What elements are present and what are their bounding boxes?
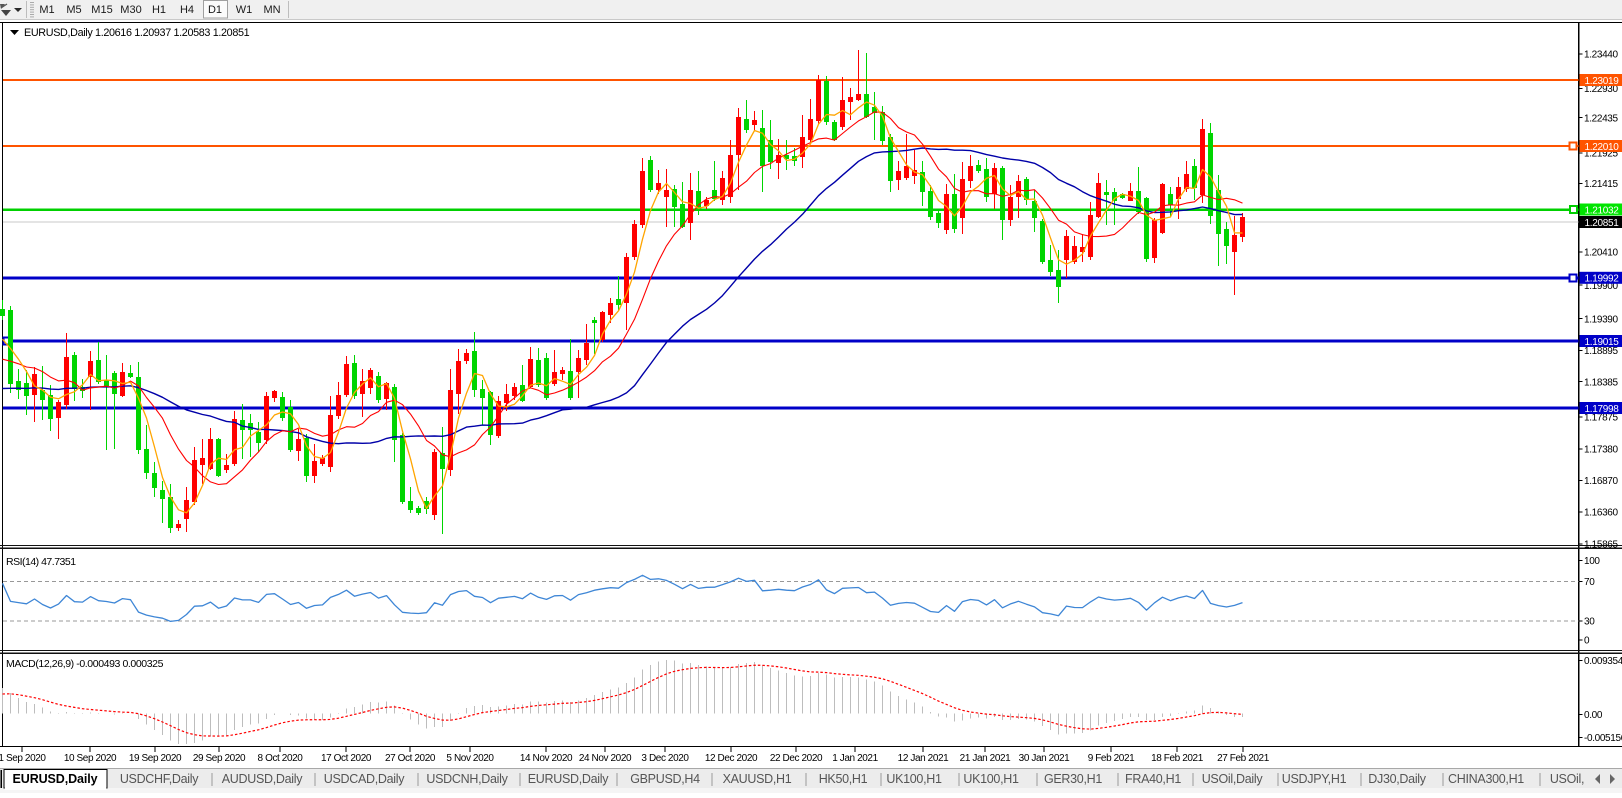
svg-text:HK50,H1: HK50,H1 xyxy=(819,772,868,786)
svg-text:70: 70 xyxy=(1584,577,1595,588)
svg-text:14 Nov 2020: 14 Nov 2020 xyxy=(520,753,573,764)
svg-text:EURUSD,Daily: EURUSD,Daily xyxy=(528,772,609,786)
svg-text:H1: H1 xyxy=(152,4,166,16)
svg-text:1.18385: 1.18385 xyxy=(1584,377,1618,388)
svg-text:27 Feb 2021: 27 Feb 2021 xyxy=(1217,753,1270,764)
svg-text:1 Sep 2020: 1 Sep 2020 xyxy=(0,753,46,764)
svg-text:5 Nov 2020: 5 Nov 2020 xyxy=(446,753,494,764)
svg-text:-0.005156: -0.005156 xyxy=(1584,733,1622,744)
svg-text:USOil,Daily: USOil,Daily xyxy=(1202,772,1264,786)
svg-text:1.22435: 1.22435 xyxy=(1584,113,1618,124)
svg-text:1.22010: 1.22010 xyxy=(1585,142,1620,153)
svg-text:8 Oct 2020: 8 Oct 2020 xyxy=(258,753,304,764)
svg-text:1.19992: 1.19992 xyxy=(1585,274,1620,285)
svg-text:GBPUSD,H4: GBPUSD,H4 xyxy=(630,772,700,786)
svg-text:30: 30 xyxy=(1584,617,1595,628)
svg-text:22 Dec 2020: 22 Dec 2020 xyxy=(770,753,823,764)
svg-text:0.00: 0.00 xyxy=(1584,710,1603,721)
svg-text:1.23440: 1.23440 xyxy=(1584,49,1618,60)
svg-text:100: 100 xyxy=(1584,556,1600,567)
svg-text:FRA40,H1: FRA40,H1 xyxy=(1125,772,1181,786)
svg-text:GER30,H1: GER30,H1 xyxy=(1044,772,1102,786)
svg-text:M15: M15 xyxy=(91,4,112,16)
svg-text:0: 0 xyxy=(1584,636,1590,647)
svg-text:MACD(12,26,9) -0.000493 0.0003: MACD(12,26,9) -0.000493 0.000325 xyxy=(6,658,164,670)
svg-text:CHINA300,H1: CHINA300,H1 xyxy=(1448,772,1524,786)
svg-text:USDJPY,H1: USDJPY,H1 xyxy=(1282,772,1347,786)
svg-text:10 Sep 2020: 10 Sep 2020 xyxy=(64,753,117,764)
svg-text:30 Jan 2021: 30 Jan 2021 xyxy=(1019,753,1070,764)
svg-text:AUDUSD,Daily: AUDUSD,Daily xyxy=(222,772,303,786)
svg-text:W1: W1 xyxy=(236,4,253,16)
svg-text:M5: M5 xyxy=(66,4,81,16)
svg-text:12 Jan 2021: 12 Jan 2021 xyxy=(898,753,949,764)
svg-text:1.16870: 1.16870 xyxy=(1584,476,1618,487)
svg-text:24 Nov 2020: 24 Nov 2020 xyxy=(579,753,632,764)
svg-text:18 Feb 2021: 18 Feb 2021 xyxy=(1151,753,1204,764)
svg-text:D1: D1 xyxy=(208,4,222,16)
svg-text:1 Jan 2021: 1 Jan 2021 xyxy=(832,753,878,764)
svg-text:27 Oct 2020: 27 Oct 2020 xyxy=(385,753,436,764)
svg-text:21 Jan 2021: 21 Jan 2021 xyxy=(960,753,1011,764)
svg-text:MN: MN xyxy=(263,4,280,16)
svg-text:RSI(14) 47.7351: RSI(14) 47.7351 xyxy=(6,556,76,568)
svg-text:3 Dec 2020: 3 Dec 2020 xyxy=(641,753,689,764)
svg-text:1.19390: 1.19390 xyxy=(1584,314,1618,325)
svg-text:1.21032: 1.21032 xyxy=(1585,205,1620,216)
svg-text:0.009354: 0.009354 xyxy=(1584,656,1622,667)
svg-text:UK100,H1: UK100,H1 xyxy=(963,772,1019,786)
svg-text:1.15865: 1.15865 xyxy=(1584,539,1618,550)
svg-text:UK100,H1: UK100,H1 xyxy=(886,772,942,786)
svg-text:19 Sep 2020: 19 Sep 2020 xyxy=(129,753,182,764)
svg-text:M30: M30 xyxy=(120,4,141,16)
svg-text:USOil,: USOil, xyxy=(1550,772,1584,786)
svg-text:1.23019: 1.23019 xyxy=(1585,76,1620,87)
svg-text:USDCNH,Daily: USDCNH,Daily xyxy=(426,772,508,786)
svg-text:12 Dec 2020: 12 Dec 2020 xyxy=(705,753,758,764)
svg-text:H4: H4 xyxy=(180,4,194,16)
svg-text:1.17380: 1.17380 xyxy=(1584,444,1618,455)
svg-text:1.20410: 1.20410 xyxy=(1584,248,1618,259)
svg-text:DJ30,Daily: DJ30,Daily xyxy=(1368,772,1426,786)
svg-text:1.20851: 1.20851 xyxy=(1585,218,1620,229)
svg-text:USDCAD,Daily: USDCAD,Daily xyxy=(324,772,405,786)
svg-text:9 Feb 2021: 9 Feb 2021 xyxy=(1088,753,1135,764)
svg-text:1.16360: 1.16360 xyxy=(1584,508,1618,519)
svg-text:USDCHF,Daily: USDCHF,Daily xyxy=(120,772,199,786)
svg-text:1.17998: 1.17998 xyxy=(1585,404,1620,415)
svg-text:29 Sep 2020: 29 Sep 2020 xyxy=(193,753,246,764)
svg-text:17 Oct 2020: 17 Oct 2020 xyxy=(321,753,372,764)
svg-text:M1: M1 xyxy=(39,4,54,16)
svg-text:EURUSD,Daily: EURUSD,Daily xyxy=(13,772,98,786)
svg-text:XAUUSD,H1: XAUUSD,H1 xyxy=(723,772,792,786)
svg-text:1.21415: 1.21415 xyxy=(1584,179,1618,190)
svg-text:EURUSD,Daily 1.20616 1.20937: EURUSD,Daily 1.20616 1.20937 1.20583 1.2… xyxy=(24,27,250,39)
svg-text:1.19015: 1.19015 xyxy=(1585,337,1620,348)
